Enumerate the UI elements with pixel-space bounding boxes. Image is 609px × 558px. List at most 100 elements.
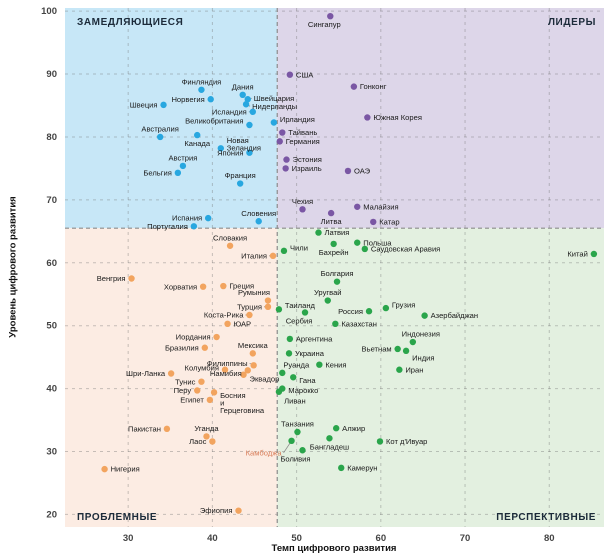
country-label: Катар (379, 217, 399, 226)
country-label: Малайзия (363, 202, 398, 211)
data-point (190, 223, 198, 230)
data-point (396, 366, 403, 373)
country-label: Чили (290, 243, 308, 252)
data-point (275, 388, 283, 395)
country-label: Южная Корея (373, 113, 422, 122)
country-label: Вьетнам (362, 345, 392, 354)
country-label: Босния и Герцеговина (220, 391, 265, 415)
data-point (167, 370, 175, 377)
country-label: Сингапур (308, 20, 341, 29)
quadrant-bg-top-right (277, 8, 604, 229)
country-label: Аргентина (296, 335, 333, 344)
data-point (333, 278, 341, 285)
data-point (344, 167, 352, 175)
data-point (198, 378, 205, 385)
data-point (246, 149, 253, 156)
country-label: Азербайджан (431, 311, 478, 320)
country-label: Иран (405, 365, 423, 374)
country-label: Уругвай (314, 288, 342, 297)
y-axis-title: Уровень цифрового развития (7, 196, 19, 338)
country-label: Россия (338, 307, 363, 316)
country-label: Индия (412, 353, 434, 362)
data-point (290, 374, 297, 381)
country-label: Ливан (284, 397, 306, 406)
quadrant-bg-bottom-left (65, 228, 278, 527)
country-label: Хорватия (164, 282, 197, 291)
data-point (217, 145, 225, 152)
country-label: Австралия (141, 124, 179, 133)
data-point (409, 338, 417, 346)
data-point (282, 165, 289, 172)
country-label: Швеция (130, 100, 158, 109)
y-tick-label: 80 (46, 132, 57, 143)
data-point (370, 218, 377, 226)
data-point (394, 345, 401, 353)
data-point (283, 156, 290, 163)
data-point (421, 312, 428, 319)
country-label: Лаос (189, 437, 206, 446)
country-label: Кот д'Ивуар (386, 437, 427, 446)
country-label: Коста-Рика (204, 311, 244, 320)
country-label: Великобритания (185, 117, 243, 126)
data-point (286, 71, 294, 78)
country-label: Шри-Ланка (126, 369, 166, 378)
data-point (201, 344, 209, 351)
country-label: Камбоджа (246, 448, 283, 457)
data-point (324, 297, 331, 304)
x-tick-label: 50 (291, 533, 302, 544)
quadrant-bg-top-left (65, 8, 278, 229)
data-point (382, 304, 390, 312)
data-point (220, 282, 227, 290)
data-point (194, 387, 201, 394)
country-label: Тайвань (288, 128, 317, 137)
country-label: Эфиопия (200, 506, 233, 515)
data-point (249, 350, 257, 357)
country-label: Канада (184, 139, 210, 148)
data-point (244, 96, 251, 103)
country-label: США (296, 70, 314, 79)
data-point (264, 297, 272, 304)
data-point (249, 108, 257, 116)
data-point (354, 239, 361, 246)
data-point (590, 250, 598, 258)
data-point (275, 306, 283, 313)
data-point (128, 275, 135, 282)
data-point (279, 129, 286, 136)
data-point (280, 247, 288, 255)
country-label: Колумбия (185, 363, 219, 372)
country-label: Франция (225, 171, 256, 180)
x-tick-label: 40 (207, 533, 218, 544)
country-label: Руанда (283, 360, 310, 369)
country-label: Бельгия (143, 168, 171, 177)
country-label: Италия (241, 251, 267, 260)
country-label: Камерун (347, 463, 377, 472)
country-label: Нидерланды (252, 102, 297, 111)
data-point (174, 169, 182, 177)
data-point (365, 308, 373, 315)
data-point (264, 303, 272, 311)
quadrant-title: ПЕРСПЕКТИВНЫЕ (496, 512, 596, 523)
country-label: Гана (299, 376, 316, 385)
data-point (242, 101, 250, 108)
data-point (213, 333, 220, 341)
country-label: ОАЭ (354, 167, 371, 176)
country-label: Уганда (194, 424, 219, 433)
quadrant-bg-bottom-right (277, 228, 604, 527)
x-tick-label: 80 (544, 533, 555, 544)
data-point (206, 396, 214, 404)
y-tick-label: 60 (46, 258, 57, 269)
country-label: Египет (180, 396, 204, 405)
country-label: Испания (172, 214, 202, 223)
x-tick-label: 60 (376, 533, 387, 544)
data-point (160, 101, 167, 109)
data-point (156, 133, 164, 141)
country-label: Финляндия (182, 77, 222, 86)
y-tick-label: 40 (46, 384, 57, 395)
data-point (326, 435, 333, 442)
country-label: Бахрейн (319, 248, 349, 257)
data-point (246, 311, 253, 319)
country-label: Норвегия (171, 95, 204, 104)
x-tick-label: 30 (123, 533, 134, 544)
country-label: Дания (232, 82, 254, 91)
